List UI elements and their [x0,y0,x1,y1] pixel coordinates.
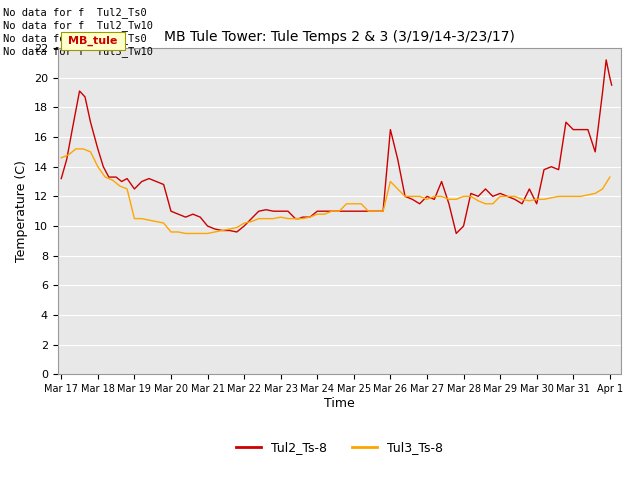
Tul3_Ts-8 [423,196,431,202]
Tul2_Ts-8 [474,193,482,199]
Tul2_Ts-8 [58,176,65,181]
Tul3_Ts-8 [262,216,270,221]
Tul3_Ts-8 [357,201,365,207]
Tul3_Ts-8 [511,193,518,199]
Tul2_Ts-8 [452,230,460,236]
Tul2_Ts-8 [357,208,365,214]
X-axis label: Time: Time [324,397,355,410]
Tul3_Ts-8 [58,155,65,161]
Tul3_Ts-8 [72,146,80,152]
Title: MB Tule Tower: Tule Temps 2 & 3 (3/19/14-3/23/17): MB Tule Tower: Tule Temps 2 & 3 (3/19/14… [164,30,515,44]
Tul3_Ts-8 [116,183,124,189]
Y-axis label: Temperature (C): Temperature (C) [15,160,28,262]
Line: Tul2_Ts-8: Tul2_Ts-8 [61,60,612,233]
Tul2_Ts-8 [602,57,610,63]
Tul2_Ts-8 [547,164,555,169]
Tul2_Ts-8 [518,201,526,207]
Text: No data for f  Tul2_Ts0: No data for f Tul2_Ts0 [3,7,147,18]
Text: No data for f  Tul2_Tw10: No data for f Tul2_Tw10 [3,20,153,31]
Text: No data for f  Tul3_Ts0: No data for f Tul3_Ts0 [3,33,147,44]
Line: Tul3_Ts-8: Tul3_Ts-8 [61,149,610,233]
Tul2_Ts-8 [608,82,616,88]
Tul3_Ts-8 [606,174,614,180]
Tul3_Ts-8 [438,193,445,199]
Text: No data for f  Tul3_Tw10: No data for f Tul3_Tw10 [3,46,153,57]
Tul2_Ts-8 [401,193,409,199]
Legend: Tul2_Ts-8, Tul3_Ts-8: Tul2_Ts-8, Tul3_Ts-8 [230,436,448,459]
Tul2_Ts-8 [570,127,577,132]
Text: MB_tule: MB_tule [68,36,118,47]
Tul3_Ts-8 [182,230,189,236]
